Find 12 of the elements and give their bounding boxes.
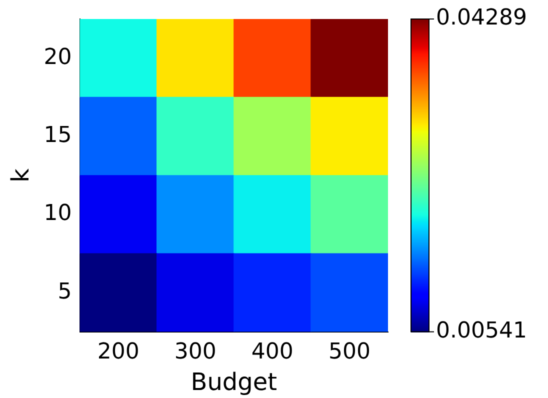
x-tick-label: 400 [251,340,294,365]
x-tick-label: 300 [174,340,216,365]
y-tick-label: 15 [44,123,72,148]
x-tick-label: 500 [328,340,370,365]
y-tick-label: 5 [58,279,72,304]
color-bar-label: 0.04289 [436,6,527,31]
x-axis-title: Budget [190,368,278,396]
y-axis-title: k [6,168,35,182]
x-tick-label: 200 [97,340,140,365]
y-tick-label: 10 [44,201,72,226]
y-tick-label: 20 [44,44,72,70]
color-bar-label: 0.00541 [436,318,527,344]
